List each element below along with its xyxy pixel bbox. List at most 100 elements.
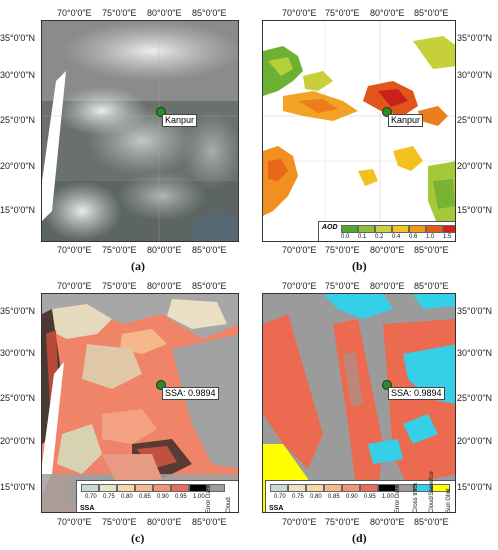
legend-tick: 0.70 xyxy=(85,494,97,500)
kanpur-site-marker xyxy=(156,380,166,390)
legend-swatch xyxy=(270,484,288,492)
legend-tick: 0.2 xyxy=(375,234,384,240)
legend-category: Error Data xyxy=(206,485,212,513)
ssa-legend: 0.70 0.75 0.80 0.85 0.90 0.95 1.00 Error… xyxy=(76,480,238,513)
lon-tick: 70°0'0"E xyxy=(282,8,317,18)
satellite-image xyxy=(42,21,238,241)
true-color-map: Kanpur xyxy=(41,20,239,242)
legend-swatch xyxy=(324,484,342,492)
legend-tick: 0.85 xyxy=(328,494,340,500)
kanpur-site-marker xyxy=(156,107,166,117)
lat-tick: 30°0'0"N xyxy=(457,70,493,80)
lon-tick: 70°0'0"E xyxy=(57,8,92,18)
legend-swatch xyxy=(409,225,426,233)
legend-swatch xyxy=(171,484,189,492)
legend-swatch xyxy=(342,484,360,492)
panel-caption: (a) xyxy=(131,259,145,273)
site-label: SSA: 0.9894 xyxy=(388,387,445,400)
lon-tick: 70°0'0"E xyxy=(282,281,317,291)
legend-tick: 0.6 xyxy=(409,234,418,240)
site-label: Kanpur xyxy=(162,114,198,127)
lon-tick: 75°0'0"E xyxy=(102,281,137,291)
lon-tick: 80°0'0"E xyxy=(370,281,405,291)
lon-tick: 70°0'0"E xyxy=(57,245,92,255)
legend-tick: 0.70 xyxy=(274,494,286,500)
lat-tick: 20°0'0"N xyxy=(0,436,36,446)
lat-tick: 35°0'0"N xyxy=(457,33,493,43)
lon-tick: 75°0'0"E xyxy=(102,517,137,527)
legend-swatch xyxy=(135,484,153,492)
legend-swatch xyxy=(375,225,392,233)
ssa-class-map: SSA: 0.9894 0.70 0.75 0.80 0.85 0.90 0.9… xyxy=(262,293,456,513)
legend-tick: 0.75 xyxy=(103,494,115,500)
lon-tick: 85°0'0"E xyxy=(414,245,449,255)
legend-tick: 0.80 xyxy=(121,494,133,500)
legend-swatch xyxy=(81,484,99,492)
kanpur-site-marker xyxy=(382,380,392,390)
lon-tick: 80°0'0"E xyxy=(147,281,182,291)
ssa-class-legend: 0.70 0.75 0.80 0.85 0.90 0.95 1.00 Error… xyxy=(265,471,455,513)
lat-tick: 35°0'0"N xyxy=(0,306,36,316)
legend-swatch xyxy=(341,225,358,233)
legend-swatch xyxy=(396,484,414,492)
site-label: SSA: 0.9894 xyxy=(162,387,219,400)
lat-tick: 35°0'0"N xyxy=(457,306,493,316)
legend-tick: 0.95 xyxy=(175,494,187,500)
legend-swatch xyxy=(189,484,207,492)
lat-tick: 20°0'0"N xyxy=(457,161,493,171)
lat-tick: 35°0'0"N xyxy=(0,33,36,43)
lat-tick: 25°0'0"N xyxy=(0,393,36,403)
lon-tick: 80°0'0"E xyxy=(370,245,405,255)
legend-title: AOD xyxy=(322,224,338,231)
lat-tick: 15°0'0"N xyxy=(0,482,36,492)
lon-tick: 85°0'0"E xyxy=(192,8,227,18)
lon-tick: 80°0'0"E xyxy=(147,245,182,255)
legend-category: Sun Glint xyxy=(446,488,452,513)
lat-tick: 15°0'0"N xyxy=(0,205,36,215)
legend-swatch xyxy=(99,484,117,492)
kanpur-site-marker xyxy=(382,107,392,117)
legend-tick: 1.00 xyxy=(382,494,394,500)
panel-caption: (d) xyxy=(352,531,367,545)
lat-tick: 25°0'0"N xyxy=(0,115,36,125)
legend-category: Cloud xyxy=(226,497,232,513)
aod-map: Kanpur AOD 0.0 0.1 0.2 0.4 0.6 1.0 1.5 xyxy=(262,20,456,242)
aod-raster xyxy=(263,21,455,241)
ssa-class-raster xyxy=(263,294,455,512)
legend-tick: 0.1 xyxy=(358,234,367,240)
lat-tick: 15°0'0"N xyxy=(457,205,493,215)
lon-tick: 80°0'0"E xyxy=(147,517,182,527)
legend-tick: 0.80 xyxy=(310,494,322,500)
legend-tick: 0.0 xyxy=(341,234,350,240)
lon-tick: 85°0'0"E xyxy=(192,245,227,255)
lat-tick: 25°0'0"N xyxy=(457,393,493,403)
lon-tick: 70°0'0"E xyxy=(57,281,92,291)
legend-swatch xyxy=(378,484,396,492)
lon-tick: 70°0'0"E xyxy=(282,517,317,527)
legend-swatch xyxy=(443,225,455,233)
lon-tick: 75°0'0"E xyxy=(102,245,137,255)
aod-legend: AOD 0.0 0.1 0.2 0.4 0.6 1.0 1.5 xyxy=(318,221,455,241)
lat-tick: 15°0'0"N xyxy=(457,482,493,492)
legend-swatch xyxy=(360,484,378,492)
legend-category: Cross track xyxy=(413,482,419,513)
legend-tick: 0.90 xyxy=(157,494,169,500)
legend-tick: 0.90 xyxy=(346,494,358,500)
lon-tick: 80°0'0"E xyxy=(370,8,405,18)
lon-tick: 70°0'0"E xyxy=(282,245,317,255)
legend-tick: 0.4 xyxy=(392,234,401,240)
lat-tick: 20°0'0"N xyxy=(0,161,36,171)
legend-swatch xyxy=(392,225,409,233)
lon-tick: 85°0'0"E xyxy=(414,281,449,291)
lon-tick: 85°0'0"E xyxy=(192,517,227,527)
legend-swatch xyxy=(153,484,171,492)
panel-caption: (c) xyxy=(131,531,145,545)
legend-swatch xyxy=(426,225,443,233)
lon-tick: 75°0'0"E xyxy=(102,8,137,18)
legend-swatch xyxy=(432,484,450,492)
legend-tick: 0.85 xyxy=(139,494,151,500)
lon-tick: 75°0'0"E xyxy=(325,517,360,527)
lon-tick: 75°0'0"E xyxy=(325,281,360,291)
legend-swatch xyxy=(358,225,375,233)
legend-swatch xyxy=(117,484,135,492)
